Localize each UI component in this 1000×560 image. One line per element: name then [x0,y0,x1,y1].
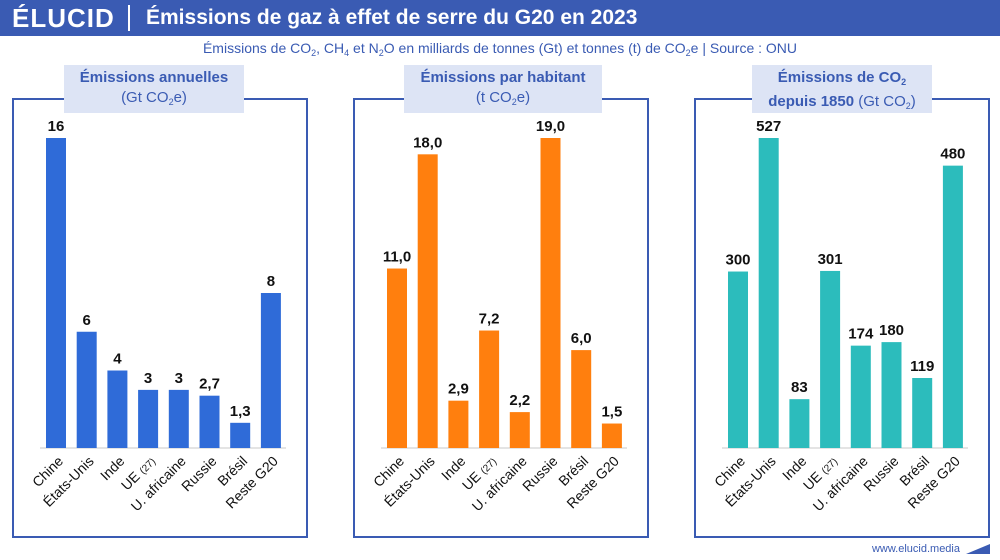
category-label: Russie [178,453,220,495]
panel-title-annual-unit-b: e) [173,89,187,106]
data-label: 11,0 [383,249,411,266]
data-label: 180 [879,322,904,339]
panel-title-cumulative: Émissions de CO2 depuis 1850 (Gt CO2) [752,65,932,113]
footer-triangle-icon [966,544,990,554]
subtitle-sub-4: 2 [685,48,691,58]
data-label: 18,0 [413,134,442,151]
bar-2 [758,138,779,448]
subtitle-sub-2: 4 [344,48,350,58]
subtitle-text-2: , CH [316,40,345,56]
panel-title-annual-unit-a: (Gt CO [121,89,169,106]
page-title: Émissions de gaz à effet de serre du G20… [146,6,638,29]
panel-title-per-capita-unit-a: (t CO [475,89,512,106]
data-label: 19,0 [536,118,565,135]
data-label: 1,3 [230,403,251,420]
header-bar: ÉLUCID Émissions de gaz à effet de serre… [0,0,1000,36]
data-label: 7,2 [479,311,500,328]
subtitle-text-1: Émissions de CO [202,40,312,56]
bar-1 [387,268,407,448]
panel-title-cumulative-bold-sub: 2 [901,77,907,87]
footer-site: www.elucid.media [871,543,960,555]
data-label: 300 [725,252,750,269]
panel-title-annual-unit-sub: 2 [168,97,174,107]
category-label: Russie [860,453,902,495]
bar-3 [448,400,469,448]
bar-3 [789,399,810,448]
panel-per-capita-emissions: 11,0 Chine 18,0 États-Unis 2,9 Inde 7,2 UE (27)… [353,98,649,538]
panel-title-per-capita-unit-sub: 2 [511,97,517,107]
panel-title-cumulative-unit-a: (Gt CO [854,93,906,110]
data-label: 2,2 [509,392,530,409]
bar-2 [76,331,97,448]
panel-title-cumulative-bold2: depuis 1850 [768,93,855,110]
data-label: 83 [791,379,808,396]
bar-6 [540,138,561,448]
data-label: 301 [818,251,843,268]
panel-title-per-capita-unit-b: e) [516,89,531,106]
panel-title-cumulative-unit-sub: 2 [905,101,911,111]
bar-4 [820,270,841,448]
bar-2 [417,154,438,448]
data-label: 527 [756,118,781,135]
bar-1 [46,138,66,448]
data-label: 6 [83,312,91,329]
bar-4 [479,330,500,448]
elucid-logo: ÉLUCID [12,3,115,33]
panel-title-annual: Émissions annuelles (Gt CO2e) [64,65,244,113]
bar-7 [230,422,251,448]
data-label: 8 [267,273,275,290]
data-label: 6,0 [571,330,592,347]
subtitle-text-5: e | Source : ONU [690,40,798,56]
data-label: 3 [144,370,152,387]
bar-4 [138,389,159,448]
data-label: 2,7 [199,376,220,393]
panel-cumulative-emissions: 300 Chine 527 États-Unis 83 Inde 301 UE (27) 174… [694,98,990,538]
subtitle-sub-1: 2 [311,48,317,58]
category-label: Russie [519,453,561,495]
data-label: 2,9 [448,381,469,398]
panel-title-per-capita: Émissions par habitant (t CO2e) [404,65,602,113]
data-label: 480 [940,146,965,163]
bar-8 [601,423,622,448]
data-label: 3 [175,370,183,387]
bar-5 [509,412,530,448]
bar-3 [107,370,128,448]
bar-6 [199,395,220,448]
subtitle-sub-3: 2 [378,48,384,58]
bar-8 [942,165,963,448]
data-label: 119 [910,358,934,375]
subtitle: Émissions de CO2, CH4 et N2O en milliard… [0,38,1000,63]
panel-title-annual-bold: Émissions annuelles [79,69,229,86]
panel-annual-emissions: 16 Chine 6 États-Unis 4 Inde 3 UE (27) 3 U. afric… [12,98,308,538]
logo-separator [128,5,130,31]
bar-6 [881,342,902,448]
subtitle-text-4: O en milliards de tonnes (Gt) et tonnes … [383,40,686,56]
data-label: 16 [48,118,65,135]
data-label: 4 [113,351,122,368]
bar-8 [260,293,281,448]
panel-title-cumulative-bold-a: Émissions de CO [777,69,902,86]
panel-title-cumulative-unit-b: ) [910,93,916,110]
bar-5 [850,345,871,448]
data-label: 1,5 [601,404,622,421]
data-label: 174 [848,326,874,343]
bar-7 [912,378,933,448]
panel-title-per-capita-bold: Émissions par habitant [420,69,586,86]
bar-7 [571,350,592,448]
bar-5 [168,389,189,448]
bar-1 [728,271,748,448]
subtitle-text-3: et N [349,40,379,56]
